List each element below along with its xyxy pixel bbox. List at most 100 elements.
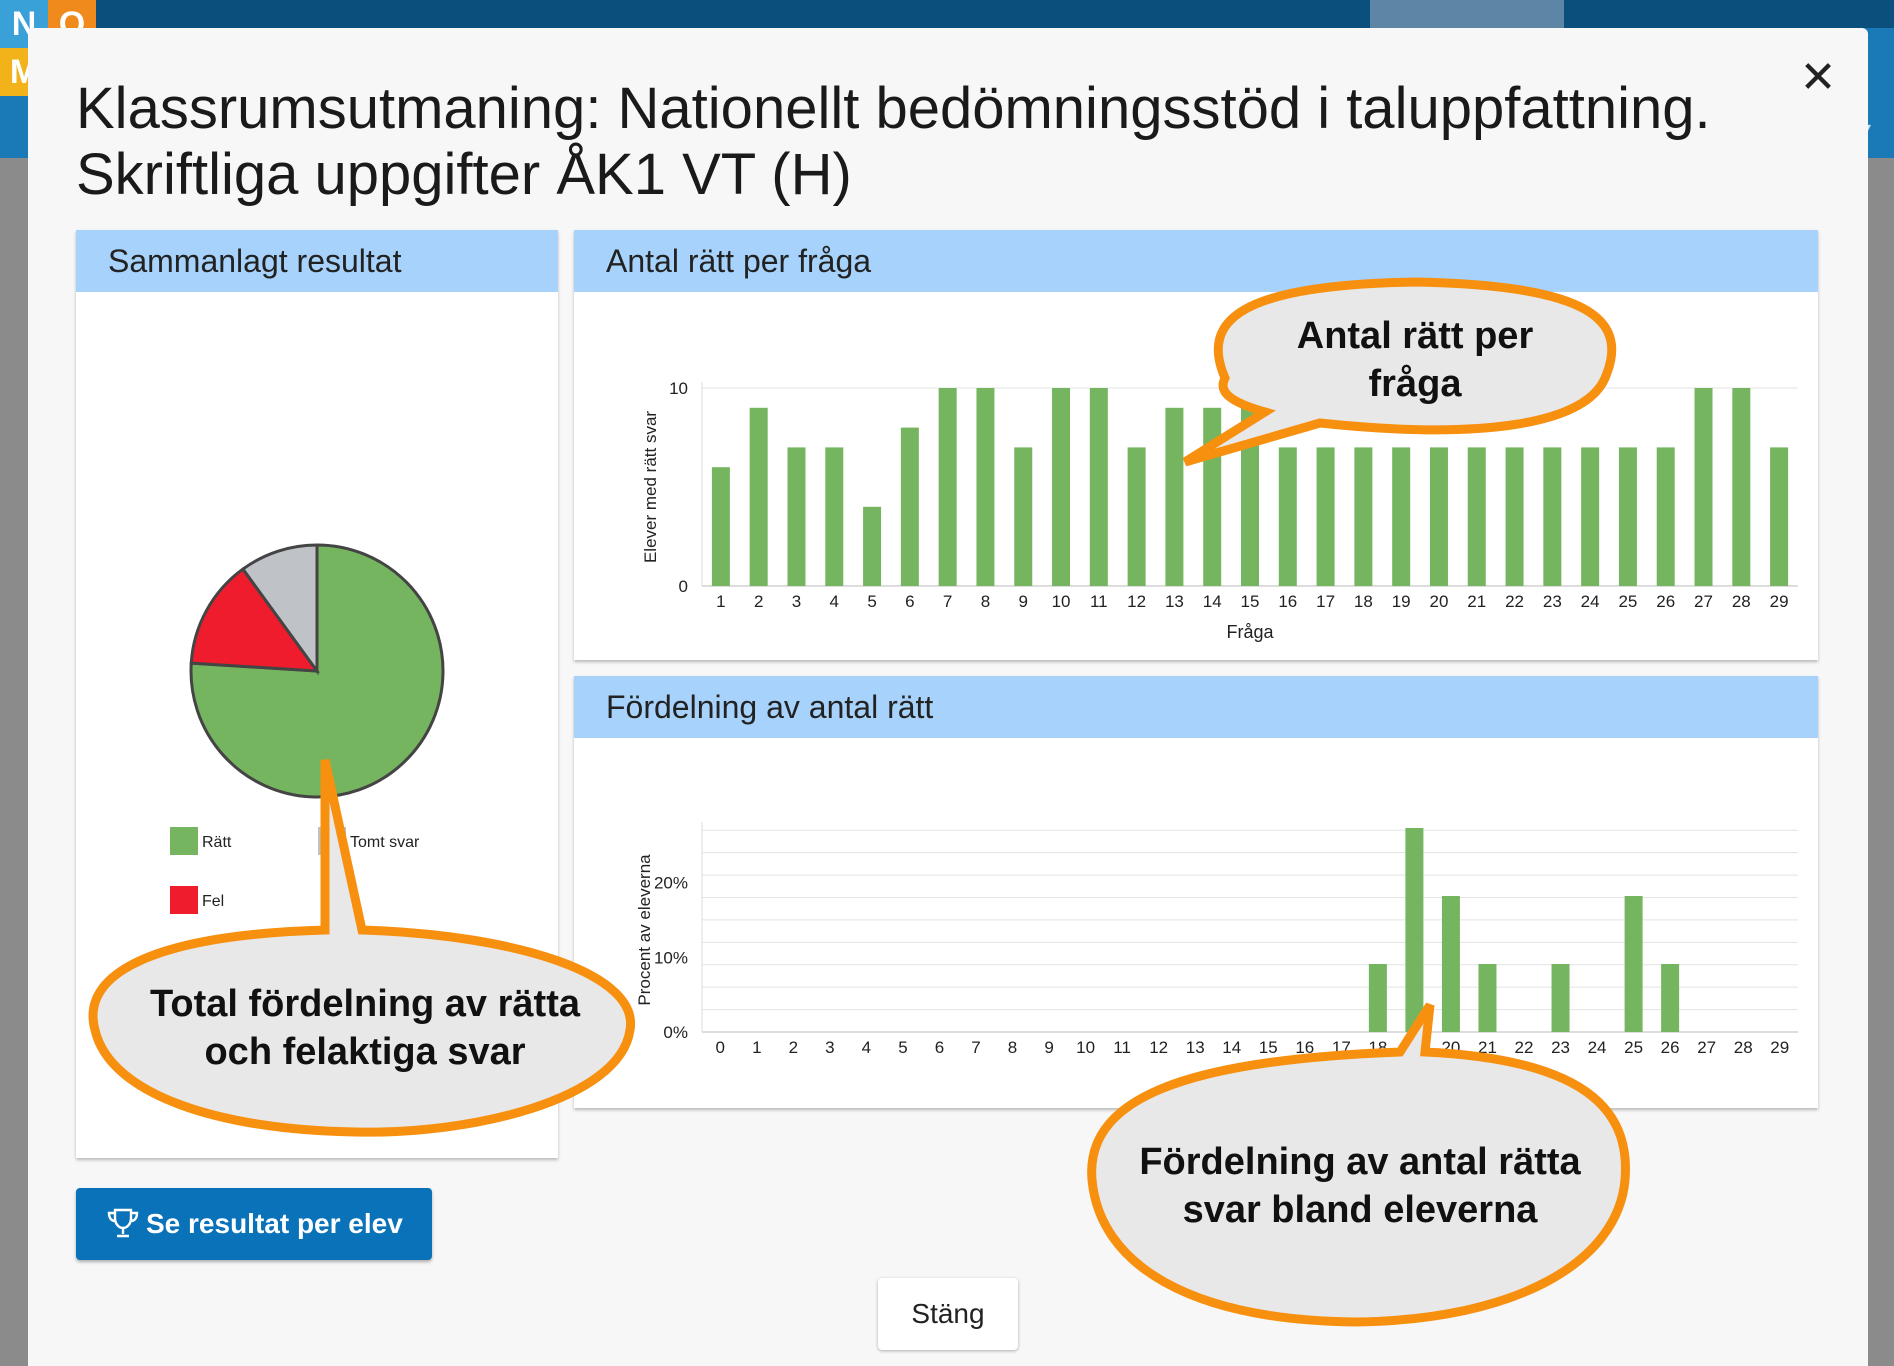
pie-chart: Rätt Tomt svar Fel — [170, 543, 445, 914]
x-tick-label-14: 14 — [1203, 592, 1222, 611]
bar-1 — [711, 467, 730, 586]
x-tick-label-23: 23 — [1551, 1038, 1570, 1057]
results-modal: Klassrumsutmaning: Nationellt bedömnings… — [28, 28, 1868, 1366]
bar-26 — [1656, 447, 1675, 586]
bar-7 — [938, 388, 957, 586]
y-tick-label-2: 20% — [654, 874, 688, 893]
x-tick-label-12: 12 — [1127, 592, 1146, 611]
bar-17 — [1316, 447, 1335, 586]
legend-label-1: Tomt svar — [350, 834, 420, 851]
bar-23 — [1543, 447, 1562, 586]
x-tick-label-26: 26 — [1656, 592, 1675, 611]
x-tick-label-18: 18 — [1354, 592, 1373, 611]
x-tick-label-8: 8 — [1008, 1038, 1017, 1057]
bar-25 — [1624, 896, 1643, 1032]
bar-27 — [1694, 388, 1713, 586]
x-tick-label-6: 6 — [905, 592, 914, 611]
panel-title: Sammanlagt resultat — [76, 230, 558, 292]
x-tick-label-28: 28 — [1732, 592, 1751, 611]
x-tick-label-26: 26 — [1661, 1038, 1680, 1057]
x-tick-label-14: 14 — [1222, 1038, 1241, 1057]
bar-26 — [1661, 964, 1680, 1032]
callout-distribution-text: Fördelning av antal rätta svar bland ele… — [1139, 1141, 1581, 1231]
x-tick-label-8: 8 — [981, 592, 990, 611]
legend-label-2: Fel — [202, 893, 224, 910]
app-topbar — [0, 0, 1894, 28]
x-tick-label-12: 12 — [1149, 1038, 1168, 1057]
x-tick-label-1: 1 — [716, 592, 725, 611]
x-tick-label-27: 27 — [1697, 1038, 1716, 1057]
bar-8 — [976, 388, 995, 586]
y-tick-label-1: 10 — [669, 379, 688, 398]
x-tick-label-25: 25 — [1618, 592, 1637, 611]
bar-24 — [1581, 447, 1600, 586]
x-tick-label-24: 24 — [1588, 1038, 1607, 1057]
trophy-icon — [107, 1208, 139, 1238]
x-tick-label-16: 16 — [1278, 592, 1297, 611]
close-button[interactable]: Stäng — [878, 1278, 1018, 1350]
x-tick-label-2: 2 — [789, 1038, 798, 1057]
bar-29 — [1770, 447, 1789, 586]
x-tick-label-11: 11 — [1090, 592, 1108, 611]
y-axis-label: Elever med rätt svar — [641, 411, 660, 563]
x-tick-label-1: 1 — [752, 1038, 761, 1057]
per-question-panel: Antal rätt per fråga 0 10 1 2 3 4 5 6 7 8 9 10 11 12 1… — [574, 230, 1818, 660]
panel-title: Antal rätt per fråga — [574, 230, 1818, 292]
x-tick-label-4: 4 — [830, 592, 839, 611]
x-tick-label-9: 9 — [1019, 592, 1028, 611]
callout-per-question-bubble — [1182, 277, 1617, 467]
y-tick-label-0: 0% — [663, 1023, 688, 1042]
y-axis-label: Procent av eleverna — [635, 854, 654, 1006]
x-tick-label-22: 22 — [1515, 1038, 1534, 1057]
x-tick-label-29: 29 — [1770, 1038, 1789, 1057]
legend-swatch-0 — [170, 827, 198, 855]
per-student-label: Se resultat per elev — [146, 1208, 403, 1239]
x-tick-label-13: 13 — [1165, 592, 1184, 611]
x-tick-label-22: 22 — [1505, 592, 1524, 611]
callout-total-text: Total fördelning av rätta och felaktiga … — [149, 983, 580, 1073]
x-tick-label-15: 15 — [1241, 592, 1260, 611]
x-tick-label-21: 21 — [1478, 1038, 1497, 1057]
bar-21 — [1478, 964, 1497, 1032]
app-active-tab[interactable] — [1370, 0, 1564, 28]
x-tick-label-20: 20 — [1430, 592, 1449, 611]
bar-20 — [1441, 896, 1460, 1032]
x-tick-label-29: 29 — [1770, 592, 1789, 611]
bar-12 — [1127, 447, 1146, 586]
bar-23 — [1551, 964, 1570, 1032]
x-tick-label-21: 21 — [1467, 592, 1486, 611]
bar-21 — [1467, 447, 1486, 586]
x-tick-label-10: 10 — [1052, 592, 1071, 611]
bar-25 — [1618, 447, 1637, 586]
panel-title: Fördelning av antal rätt — [574, 676, 1818, 738]
x-tick-label-23: 23 — [1543, 592, 1562, 611]
bar-5 — [863, 506, 882, 586]
x-tick-label-3: 3 — [792, 592, 801, 611]
x-tick-label-7: 7 — [971, 1038, 980, 1057]
x-tick-label-3: 3 — [825, 1038, 834, 1057]
x-tick-label-11: 11 — [1113, 1038, 1131, 1057]
x-tick-label-13: 13 — [1186, 1038, 1205, 1057]
bar-28 — [1732, 388, 1751, 586]
bar-4 — [825, 447, 844, 586]
x-tick-label-7: 7 — [943, 592, 952, 611]
bar-2 — [749, 407, 768, 586]
bar-22 — [1505, 447, 1524, 586]
x-tick-label-5: 5 — [867, 592, 876, 611]
x-tick-label-25: 25 — [1624, 1038, 1643, 1057]
close-icon[interactable]: ✕ — [1799, 53, 1837, 102]
x-tick-label-10: 10 — [1076, 1038, 1095, 1057]
bar-11 — [1089, 388, 1108, 586]
pie-slice-0 — [189, 543, 445, 799]
bar-18 — [1368, 964, 1387, 1032]
callout-total-bubble — [88, 759, 636, 1137]
legend-label-0: Rätt — [202, 834, 232, 851]
modal-title: Klassrumsutmaning: Nationellt bedömnings… — [76, 76, 1711, 207]
per-student-button[interactable]: Se resultat per elev — [76, 1188, 432, 1260]
bar-15 — [1241, 407, 1259, 586]
x-tick-label-15: 15 — [1259, 1038, 1278, 1057]
callout-distribution-bubble — [1087, 1002, 1630, 1327]
bar-20 — [1429, 447, 1448, 586]
bar-6 — [900, 427, 919, 586]
